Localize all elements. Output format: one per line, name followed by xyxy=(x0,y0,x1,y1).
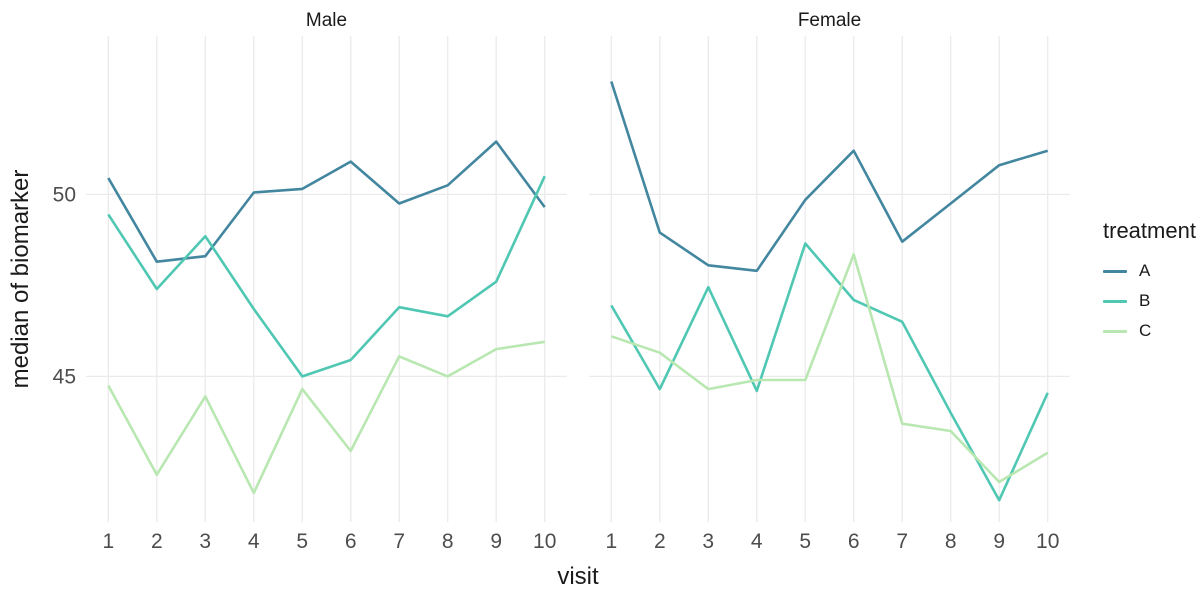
legend-item-C: C xyxy=(1103,316,1200,346)
x-tick-label: 7 xyxy=(393,530,405,553)
facet-title-male: Male xyxy=(305,10,348,31)
x-tick-label: 5 xyxy=(296,530,308,553)
x-tick-label: 7 xyxy=(896,530,908,553)
legend-label: C xyxy=(1139,321,1152,340)
legend-key-line-A xyxy=(1103,269,1127,273)
series-line-B-male xyxy=(107,175,546,378)
x-tick-label: 3 xyxy=(702,530,714,553)
series-line-B-female xyxy=(610,242,1049,502)
series-line-A-male xyxy=(107,140,546,264)
x-tick-label: 2 xyxy=(151,530,163,553)
legend-title: treatment xyxy=(1103,218,1196,243)
facet-title-female: Female xyxy=(797,10,862,31)
x-tick-label: 1 xyxy=(605,530,617,553)
x-tick-label: 2 xyxy=(654,530,666,553)
series-line-C-male xyxy=(107,340,545,495)
x-tick-label: 10 xyxy=(1036,530,1059,553)
legend-key-line-C xyxy=(1103,329,1127,333)
legend-item-B: B xyxy=(1103,286,1200,316)
y-tick-label: 50 xyxy=(53,183,76,206)
x-tick-label: 9 xyxy=(490,530,502,553)
x-tick-label: 6 xyxy=(345,530,357,553)
x-tick-label: 4 xyxy=(248,530,260,553)
legend-label: B xyxy=(1139,291,1151,310)
y-tick-label: 45 xyxy=(53,365,76,388)
x-tick-label: 3 xyxy=(199,530,211,553)
x-tick-label: 1 xyxy=(102,530,114,553)
x-tick-label: 4 xyxy=(751,530,763,553)
series-line-A-female xyxy=(610,81,1049,273)
legend-key-line-B xyxy=(1103,299,1127,303)
x-tick-label: 5 xyxy=(799,530,811,553)
x-tick-label: 8 xyxy=(945,530,957,553)
x-tick-label: 8 xyxy=(442,530,454,553)
x-tick-label: 6 xyxy=(848,530,860,553)
legend-label: A xyxy=(1139,261,1151,280)
x-tick-label: 10 xyxy=(533,530,556,553)
legend-item-A: A xyxy=(1103,256,1200,286)
series-line-C-female xyxy=(610,253,1049,484)
x-axis-title: visit xyxy=(557,563,599,590)
x-tick-label: 9 xyxy=(993,530,1005,553)
